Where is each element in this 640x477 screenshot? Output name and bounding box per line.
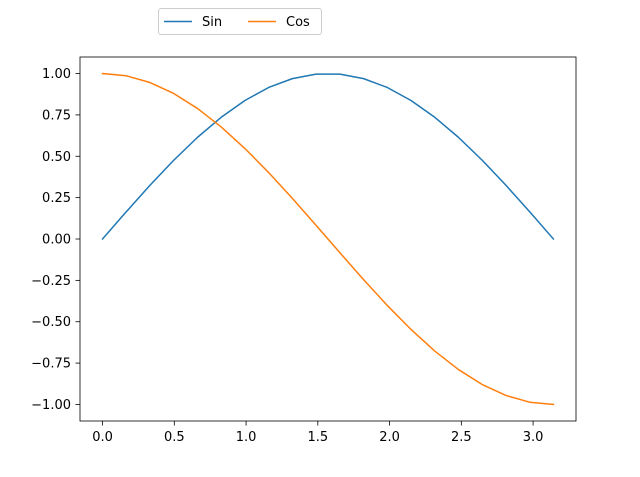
legend-label-sin: Sin	[202, 15, 222, 30]
y-tick-label: −0.50	[31, 315, 71, 330]
x-tick-label: 0.0	[92, 430, 113, 445]
y-tick-label: −0.75	[31, 357, 71, 372]
y-tick-label: −1.00	[31, 398, 71, 413]
x-tick-label: 0.5	[164, 430, 185, 445]
x-tick-label: 1.5	[307, 430, 328, 445]
y-tick-label: 0.00	[42, 233, 71, 248]
y-tick-label: 0.25	[42, 191, 71, 206]
plot-area-group	[80, 57, 576, 421]
legend: Sin Cos	[159, 9, 322, 35]
y-tick-label: 0.75	[42, 108, 71, 123]
x-tick-label: 2.0	[379, 430, 400, 445]
y-tick-label: 0.50	[42, 150, 71, 165]
x-tick-label: 3.0	[523, 430, 544, 445]
x-tick-label: 1.0	[236, 430, 257, 445]
y-tick-label: 1.00	[42, 67, 71, 82]
x-tick-label: 2.5	[451, 430, 472, 445]
y-tick-label: −0.25	[31, 274, 71, 289]
legend-label-cos: Cos	[286, 15, 310, 30]
